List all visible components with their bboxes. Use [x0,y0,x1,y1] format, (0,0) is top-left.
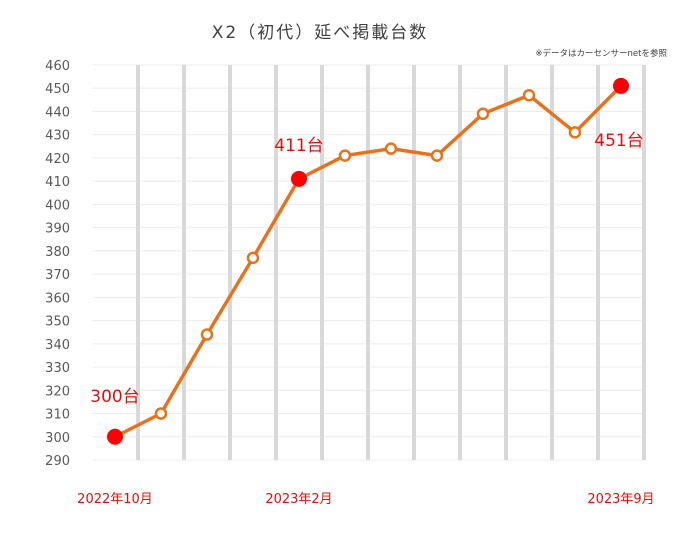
y-tick-label: 360 [45,291,70,306]
source-note: ※データはカーセンサーnetを参照 [535,48,667,59]
y-tick-label: 290 [45,454,70,469]
v-gridband [136,65,140,460]
y-tick-label: 400 [45,198,70,213]
chart-title: X2（初代）延べ掲載台数 [212,23,428,43]
y-tick-label: 300 [45,431,70,446]
highlight-label: 300台 [90,387,139,407]
v-gridband [458,65,462,460]
y-tick-label: 410 [45,175,70,190]
v-gridband [504,65,508,460]
highlight-point [107,428,123,445]
v-gridband [320,65,324,460]
y-tick-label: 320 [45,384,70,399]
y-tick-label: 390 [45,222,70,237]
series-polyline [113,84,623,439]
y-tick-label: 420 [45,152,70,167]
x-tick-label: 2023年9月 [587,492,654,507]
y-tick-label: 450 [45,82,70,97]
x-tick-label: 2022年10月 [77,492,153,507]
x-tick-label: 2023年2月 [265,492,332,507]
v-gridband [228,65,232,460]
grid [92,64,646,461]
y-tick-label: 430 [45,129,70,144]
y-tick-label: 310 [45,408,70,423]
v-gridband [596,65,600,460]
data-point [568,126,582,139]
data-point [154,407,168,420]
data-point [338,149,352,162]
highlight-point [613,77,629,94]
v-gridband [642,65,646,460]
data-labels: 300台 411台 451台 [90,131,643,407]
x-axis-ticks: 2022年10月 2023年2月 2023年9月 [77,492,655,507]
y-tick-label: 330 [45,361,70,376]
y-axis-ticks: 290 300 310 320 330 340 350 360 370 380 390 400 410 4… [45,59,70,469]
y-tick-label: 440 [45,105,70,120]
highlight-label: 451台 [594,131,643,151]
y-tick-label: 460 [45,59,70,74]
v-gridband [366,65,370,460]
v-gridband [182,65,186,460]
y-tick-label: 380 [45,245,70,260]
series-line [113,84,623,439]
highlight-point [291,170,307,187]
data-point [384,142,398,155]
data-point [430,149,444,162]
v-gridband [274,65,278,460]
data-point [522,88,536,102]
data-point [200,328,214,341]
data-point [476,107,490,121]
y-tick-label: 350 [45,315,70,330]
data-point [246,251,260,265]
v-gridband [550,65,554,460]
y-tick-label: 340 [45,338,70,353]
data-points [107,77,629,445]
highlight-label: 411台 [274,136,323,156]
v-gridband [412,65,416,460]
y-tick-label: 370 [45,268,70,283]
